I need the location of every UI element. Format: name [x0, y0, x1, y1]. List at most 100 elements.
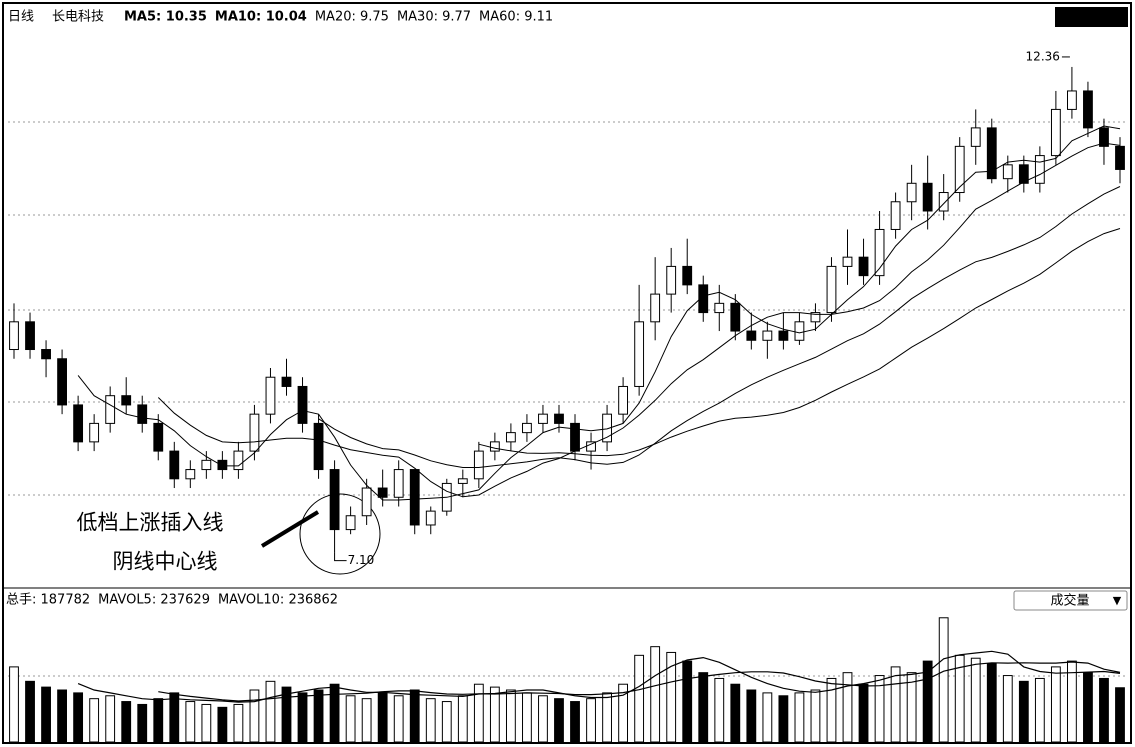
candle-body [73, 404, 84, 443]
candle-body [457, 478, 468, 484]
annotation: 低档上涨插入线 [77, 511, 224, 535]
candle-body [1099, 127, 1109, 147]
volume-bar [1034, 677, 1045, 743]
candle-body [281, 376, 292, 387]
candle-body [249, 413, 260, 452]
volume-bar [313, 689, 324, 743]
candle-body [153, 422, 164, 452]
ma-legend: MA5: 10.35 MA10: 10.04 MA20: 9.75 MA30: 9.7… [124, 10, 553, 25]
volume-bar [265, 680, 276, 743]
stock-name: 长电科技 [52, 10, 104, 25]
volume-bar [281, 686, 292, 743]
legend-item: MA5: 10.35 [124, 10, 207, 25]
volume-bar [650, 646, 661, 743]
candle-body [1050, 108, 1061, 157]
volume-bar [570, 701, 580, 743]
candle-body [329, 469, 340, 531]
volume-bar [201, 703, 212, 743]
candle-body [89, 422, 100, 443]
ma-line [478, 228, 1121, 457]
candle-body [570, 422, 580, 452]
volume-bar [73, 692, 84, 743]
volume-bar [922, 660, 933, 743]
low-label: 7.10 [348, 553, 375, 567]
volume-bar [682, 660, 693, 743]
candle-body [57, 358, 67, 406]
candle-body [762, 330, 773, 341]
candle-body [714, 302, 725, 314]
volume-bar [778, 695, 789, 743]
candle-body [265, 376, 276, 415]
candle-body [105, 395, 116, 424]
volume-selector[interactable] [1013, 590, 1128, 611]
volume-bar [393, 695, 404, 743]
volume-bar [874, 675, 885, 743]
header-badge [1055, 7, 1128, 27]
grid [8, 121, 1128, 677]
candle-body [1002, 164, 1013, 180]
candle-body [1018, 164, 1029, 184]
ma-line [318, 186, 1121, 468]
legend-item: MA10: 10.04 [215, 10, 307, 25]
candle-body [954, 145, 965, 194]
volume-bar [554, 698, 564, 743]
legend-item: 总手: 187782 [6, 593, 90, 608]
volume-bar [1067, 660, 1077, 743]
volume-bar [730, 683, 741, 743]
volume-bar [890, 666, 901, 743]
candle-body [810, 312, 821, 323]
volume-bar [634, 654, 645, 743]
candle-body [666, 265, 677, 295]
volume-bar [970, 657, 981, 743]
candle-body [538, 413, 548, 424]
candle-body [201, 459, 212, 471]
candle-body [938, 192, 949, 212]
volume-bar [441, 701, 452, 743]
candle-body [393, 469, 404, 498]
volume-bar [489, 686, 500, 743]
candle-body [970, 127, 981, 147]
volume-bar [473, 683, 484, 743]
mavol-line [77, 650, 1121, 703]
candle-body [425, 510, 436, 526]
volume-bar [762, 692, 773, 743]
candle-body [473, 450, 484, 480]
selector-arrow[interactable]: ▼ [1113, 594, 1122, 607]
volume-bar [1083, 672, 1093, 743]
volume-bar [906, 672, 917, 743]
volume-bar [345, 695, 356, 743]
candle-body [698, 284, 709, 314]
selector-label[interactable]: 成交量 [1050, 593, 1089, 609]
ma-line [77, 125, 1121, 501]
candle-body [217, 459, 228, 471]
volume-bar [457, 695, 468, 743]
volume-bar [9, 666, 19, 743]
candle-body [874, 228, 885, 277]
candle-body [137, 404, 148, 424]
candle-body [522, 422, 532, 434]
candle-body [345, 515, 356, 531]
volume-bar [938, 617, 949, 743]
volume-bar [217, 706, 228, 743]
candle-body [906, 182, 917, 203]
legend-item: MA30: 9.77 [397, 10, 471, 25]
volume-bar [1018, 680, 1029, 743]
volume-bar [698, 672, 709, 743]
candle-body [409, 469, 420, 526]
volume-bar [153, 698, 164, 743]
volume-bar [377, 692, 388, 743]
candle-body [682, 265, 693, 286]
volume-bar [297, 692, 308, 743]
candle-body [650, 293, 661, 323]
volume-bar [810, 689, 821, 743]
volume-bar [41, 686, 51, 743]
candle-body [1034, 155, 1045, 184]
candle-body [986, 127, 997, 180]
volume-bar [1099, 677, 1109, 743]
volume-bar [121, 701, 132, 743]
volume-bar [169, 692, 180, 743]
volume-bar [986, 663, 997, 743]
volume-bar [1115, 687, 1125, 743]
candle-body [730, 302, 741, 332]
candle-body [778, 330, 789, 341]
